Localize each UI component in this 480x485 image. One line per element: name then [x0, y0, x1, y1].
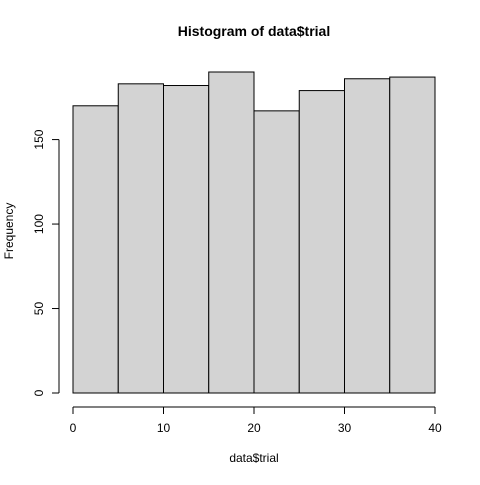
- histogram-bar-5: [253, 110, 300, 394]
- y-tick-label: 50: [32, 302, 46, 316]
- y-tick-label: 0: [32, 389, 46, 396]
- x-tick-label: 30: [338, 421, 352, 435]
- y-axis-title: Frequency: [2, 203, 16, 260]
- y-axis: 0 50 100 150: [32, 129, 60, 396]
- y-tick-label: 100: [32, 214, 46, 234]
- bars-layer: [72, 71, 436, 394]
- histogram-bar-6: [298, 90, 345, 394]
- histogram-bar-4: [208, 71, 255, 394]
- x-tick-label: 20: [247, 421, 261, 435]
- histogram-bar-8: [389, 76, 436, 394]
- x-axis: 0 10 20 30 40: [70, 406, 442, 435]
- x-tick-label: 10: [157, 421, 171, 435]
- histogram-bar-3: [163, 85, 210, 394]
- x-tick-label: 0: [70, 421, 77, 435]
- x-tick-label: 40: [428, 421, 442, 435]
- x-axis-title: data$trial: [229, 451, 278, 465]
- histogram-bar-2: [117, 83, 164, 394]
- y-tick-label: 150: [32, 129, 46, 149]
- histogram-bar-1: [72, 105, 119, 394]
- histogram-bar-7: [344, 78, 391, 394]
- chart-title: Histogram of data$trial: [178, 23, 330, 39]
